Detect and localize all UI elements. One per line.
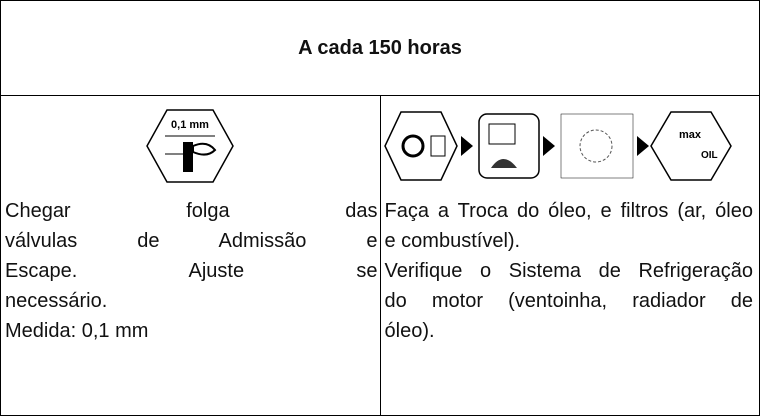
header-cell: A cada 150 horas	[0, 0, 760, 96]
text-line: Escape. Ajuste se	[5, 260, 378, 282]
text-line: Chegar folga das	[5, 200, 378, 222]
left-cell: 0,1 mm Chegar folga das válvulas de Admis…	[0, 95, 381, 416]
oil-change-icons: max OIL	[383, 111, 732, 181]
valve-icon: 0,1 mm	[146, 109, 235, 183]
text-line: Medida: 0,1 mm	[5, 320, 149, 342]
text-line: Verifique o Sistema de Refrigeração	[384, 260, 754, 282]
text-line: e combustível).	[384, 230, 521, 252]
icon-label: OIL	[701, 150, 718, 161]
icon-label: max	[679, 129, 702, 141]
icon-label: 0,1 mm	[171, 119, 209, 131]
right-text: Faça a Troca do óleo, e filtros (ar, óle…	[381, 196, 760, 346]
text-line: Faça a Troca do óleo, e filtros (ar, óle…	[384, 200, 754, 222]
left-text: Chegar folga das válvulas de Admissão e Es…	[1, 196, 380, 346]
header-title: A cada 150 horas	[298, 36, 462, 59]
right-cell: max OIL Faça a Troca do óleo, e filtros …	[379, 95, 760, 416]
icon-row: max OIL	[381, 96, 760, 196]
text-line: óleo).	[384, 320, 435, 342]
text-line: do motor (ventoinha, radiador de	[384, 290, 754, 312]
text-line: necessário.	[5, 290, 108, 312]
text-line: válvulas de Admissão e	[5, 230, 378, 252]
icon-row: 0,1 mm	[1, 96, 380, 196]
